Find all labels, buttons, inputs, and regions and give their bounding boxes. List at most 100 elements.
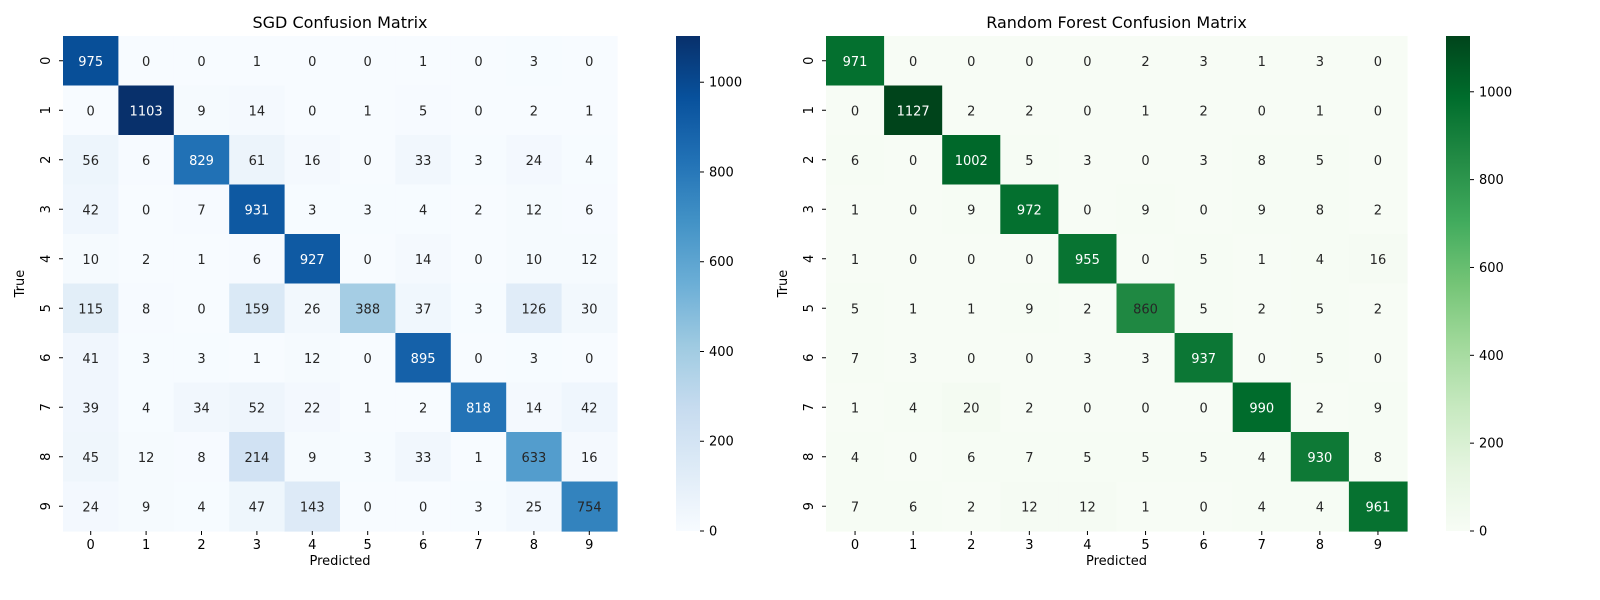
heatmap-1-cell-0-4 xyxy=(1058,36,1118,87)
heatmap-0-cell-2-6 xyxy=(395,135,452,186)
heatmap-0-cell-1-6 xyxy=(395,85,452,136)
heatmap-0-cell-5-5 xyxy=(340,283,396,334)
colorbar-1-tick-label-0: 0 xyxy=(1479,525,1487,540)
heatmap-0-cell-1-7 xyxy=(450,85,507,136)
heatmap-0-cell-8-0 xyxy=(63,432,119,483)
heatmap-0-value-9-7: 3 xyxy=(474,500,482,515)
heatmap-0-value-1-9: 1 xyxy=(585,104,593,119)
heatmap-1-cell-6-9 xyxy=(1348,333,1408,384)
heatmap-1-cell-3-3 xyxy=(1000,184,1059,235)
heatmap-1-xtick-label-8: 8 xyxy=(1316,538,1324,553)
heatmap-0-title: SGD Confusion Matrix xyxy=(252,13,427,32)
heatmap-0-value-8-7: 1 xyxy=(474,451,482,466)
heatmap-0-cell-3-4 xyxy=(284,184,341,235)
heatmap-0-value-5-4: 26 xyxy=(304,302,321,317)
heatmap-0-cell-7-2 xyxy=(173,382,230,433)
heatmap-0-xtick-label-0: 0 xyxy=(87,538,95,553)
heatmap-1-cell-5-4 xyxy=(1058,283,1118,334)
heatmap-1-cell-4-1 xyxy=(884,234,943,285)
heatmap-1-cell-0-5 xyxy=(1116,36,1176,87)
heatmap-0-value-5-7: 3 xyxy=(474,302,482,317)
heatmap-1-cell-2-7 xyxy=(1232,135,1292,186)
heatmap-1-cell-9-0 xyxy=(826,481,885,532)
heatmap-1-cell-2-5 xyxy=(1116,135,1176,186)
heatmap-1-ytick-label-4: 4 xyxy=(802,255,817,263)
heatmap-0-value-7-3: 52 xyxy=(249,401,266,416)
heatmap-0-value-8-0: 45 xyxy=(82,451,99,466)
heatmap-0-value-0-4: 0 xyxy=(308,55,316,70)
heatmap-1-cell-0-6 xyxy=(1174,36,1234,87)
heatmap-0-cell-0-2 xyxy=(173,36,230,87)
heatmap-1-cell-7-2 xyxy=(942,382,1001,433)
heatmap-0-value-0-5: 0 xyxy=(364,55,372,70)
heatmap-0-value-3-7: 2 xyxy=(474,203,482,218)
heatmap-0-cell-5-2 xyxy=(173,283,230,334)
heatmap-0-cell-4-8 xyxy=(506,234,563,285)
heatmap-0-value-8-6: 33 xyxy=(415,451,432,466)
heatmap-1-cell-1-0 xyxy=(826,85,885,136)
heatmap-0-value-3-2: 7 xyxy=(197,203,205,218)
heatmap-0-ytick-label-4: 4 xyxy=(39,255,54,263)
heatmap-1-value-7-6: 0 xyxy=(1200,401,1208,416)
heatmap-1-cell-9-3 xyxy=(1000,481,1059,532)
heatmap-0-value-4-8: 10 xyxy=(526,253,543,268)
heatmap-1-cell-0-0 xyxy=(826,36,885,87)
heatmap-1-cell-8-2 xyxy=(942,432,1001,483)
heatmap-0-cell-1-5 xyxy=(340,85,396,136)
heatmap-0-value-5-3: 159 xyxy=(244,302,269,317)
heatmap-1-cell-6-3 xyxy=(1000,333,1059,384)
heatmap-0-cell-2-0 xyxy=(63,135,119,186)
heatmap-1-value-1-3: 2 xyxy=(1025,104,1033,119)
heatmap-0-value-8-2: 8 xyxy=(197,451,205,466)
heatmap-0-value-0-6: 1 xyxy=(419,55,427,70)
heatmap-0-cell-9-3 xyxy=(229,481,286,532)
heatmap-1-cell-6-1 xyxy=(884,333,943,384)
heatmap-0-cell-9-2 xyxy=(173,481,230,532)
heatmap-0-cell-2-9 xyxy=(561,135,618,186)
heatmap-0-value-5-2: 0 xyxy=(197,302,205,317)
colorbar-1-tick-label-5: 1000 xyxy=(1479,85,1512,100)
heatmap-0-value-9-1: 9 xyxy=(142,500,150,515)
heatmap-1-xtick-label-5: 5 xyxy=(1141,538,1149,553)
heatmap-0-xtick-label-5: 5 xyxy=(364,538,372,553)
heatmap-1-value-2-4: 3 xyxy=(1083,154,1091,169)
heatmap-0-value-8-3: 214 xyxy=(244,451,269,466)
heatmap-1-ytick-label-7: 7 xyxy=(802,403,817,411)
heatmap-0-cell-0-7 xyxy=(450,36,507,87)
heatmap-1-value-1-8: 1 xyxy=(1316,104,1324,119)
heatmap-1-cell-0-8 xyxy=(1290,36,1350,87)
heatmap-1-value-7-5: 0 xyxy=(1141,401,1149,416)
heatmap-0-value-0-7: 0 xyxy=(474,55,482,70)
heatmap-1-value-4-6: 5 xyxy=(1200,253,1208,268)
heatmap-0-cell-4-1 xyxy=(118,234,175,285)
heatmap-1-value-3-0: 1 xyxy=(851,203,859,218)
heatmap-1-cell-1-6 xyxy=(1174,85,1234,136)
heatmap-1-value-4-5: 0 xyxy=(1141,253,1149,268)
heatmap-0-cell-4-9 xyxy=(561,234,618,285)
heatmap-0-value-0-8: 3 xyxy=(530,55,538,70)
heatmap-1-xtick-label-9: 9 xyxy=(1374,538,1382,553)
heatmap-1-value-2-1: 0 xyxy=(909,154,917,169)
heatmap-0-cell-3-7 xyxy=(450,184,507,235)
heatmap-0-cell-0-8 xyxy=(506,36,563,87)
heatmap-0-value-0-9: 0 xyxy=(585,55,593,70)
heatmap-1-value-3-8: 8 xyxy=(1316,203,1324,218)
heatmap-1-cell-5-2 xyxy=(942,283,1001,334)
heatmap-1-ytick-label-9: 9 xyxy=(802,502,817,510)
heatmap-0-cell-8-9 xyxy=(561,432,618,483)
heatmap-0-cell-0-9 xyxy=(561,36,618,87)
heatmap-1-value-9-0: 7 xyxy=(851,500,859,515)
heatmap-0-value-9-8: 25 xyxy=(526,500,543,515)
heatmap-1-value-1-5: 1 xyxy=(1141,104,1149,119)
heatmap-0-ytick-label-9: 9 xyxy=(39,502,54,510)
heatmap-0-value-9-3: 47 xyxy=(249,500,266,515)
heatmap-1-value-7-3: 2 xyxy=(1025,401,1033,416)
heatmap-1-value-3-3: 972 xyxy=(1017,203,1042,218)
heatmap-1-value-0-9: 0 xyxy=(1374,55,1382,70)
heatmap-1-value-3-6: 0 xyxy=(1200,203,1208,218)
heatmap-1-cell-3-0 xyxy=(826,184,885,235)
heatmap-1-value-6-8: 5 xyxy=(1316,352,1324,367)
heatmap-0-value-9-4: 143 xyxy=(300,500,325,515)
heatmap-0-cell-0-6 xyxy=(395,36,452,87)
heatmap-1-value-8-3: 7 xyxy=(1025,451,1033,466)
